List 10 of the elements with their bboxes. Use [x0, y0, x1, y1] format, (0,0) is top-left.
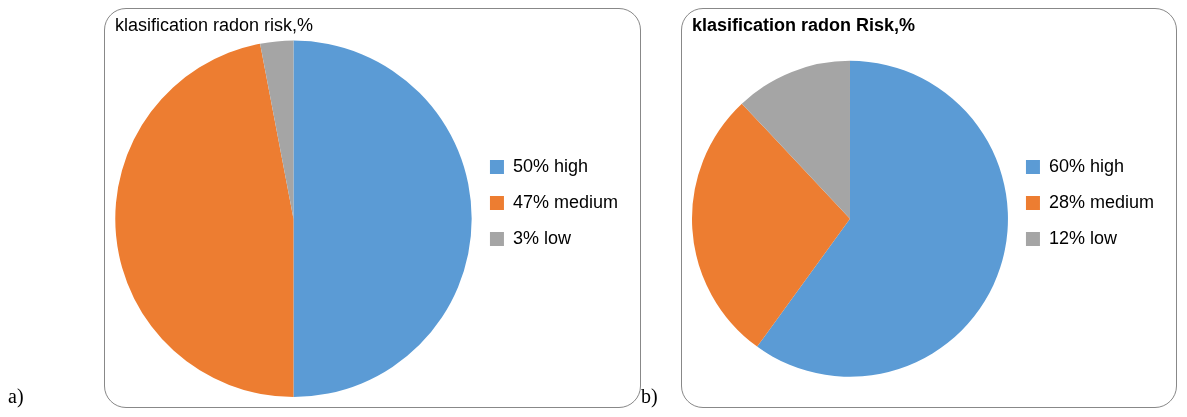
legend-label: 50% high	[512, 155, 589, 176]
legend-label: 28% medium	[1048, 191, 1154, 212]
chart-title: klasification radon risk,%	[115, 14, 314, 35]
legend-label: 60% high	[1048, 155, 1125, 176]
legend-label: 47% medium	[512, 191, 618, 212]
chart-title: klasification radon Risk,%	[692, 14, 916, 35]
legend-label: 12% low	[1048, 227, 1118, 248]
legend-label: 3% low	[512, 227, 572, 248]
text: b)	[641, 385, 659, 408]
text: a)	[8, 385, 25, 408]
